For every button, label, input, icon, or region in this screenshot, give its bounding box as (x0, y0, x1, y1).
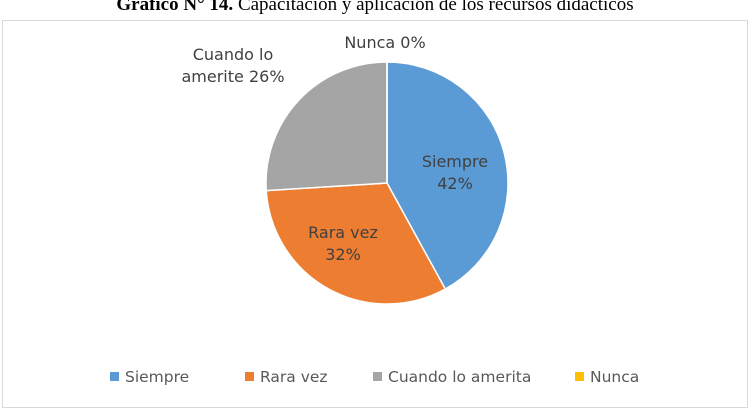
data-label-value: 42% (437, 174, 473, 193)
data-label-value: 26% (248, 67, 285, 86)
data-label-name: Nunca (344, 33, 396, 52)
pie-slice (265, 61, 388, 192)
data-label-name: Rara vez (308, 223, 378, 242)
pie-slice (265, 182, 447, 305)
legend-swatch (373, 372, 382, 381)
legend-label: Rara vez (260, 368, 328, 386)
legend-swatch (245, 372, 254, 381)
data-label-name: Siempre (421, 152, 489, 171)
data-label: Cuando lo amerite 26% (168, 44, 298, 88)
legend-label: Nunca (590, 368, 640, 386)
pie-slice (386, 61, 509, 291)
chart-title: Gráfico N° 14. Capacitación y aplicación… (0, 0, 750, 16)
data-label: Nunca 0% (320, 32, 450, 54)
legend-label: Cuando lo amerita (388, 368, 532, 386)
legend-swatch (575, 372, 584, 381)
legend-label: Siempre (125, 368, 190, 386)
data-label: Siempre 42% (415, 151, 495, 195)
legend-item: Cuando lo amerita (373, 368, 531, 386)
data-label-value: 32% (325, 245, 361, 264)
legend-swatch (110, 372, 119, 381)
data-label: Rara vez 32% (290, 222, 396, 266)
legend-item: Rara vez (245, 368, 328, 386)
legend-item: Nunca (575, 368, 639, 386)
data-label-value: 0% (400, 33, 426, 52)
chart-frame (2, 20, 748, 408)
legend-item: Siempre (110, 368, 189, 386)
title-label: Gráfico N° 14. (116, 0, 234, 15)
title-text: Capacitación y aplicación de los recurso… (237, 0, 634, 15)
data-label-name: Cuando lo amerite (181, 45, 274, 86)
